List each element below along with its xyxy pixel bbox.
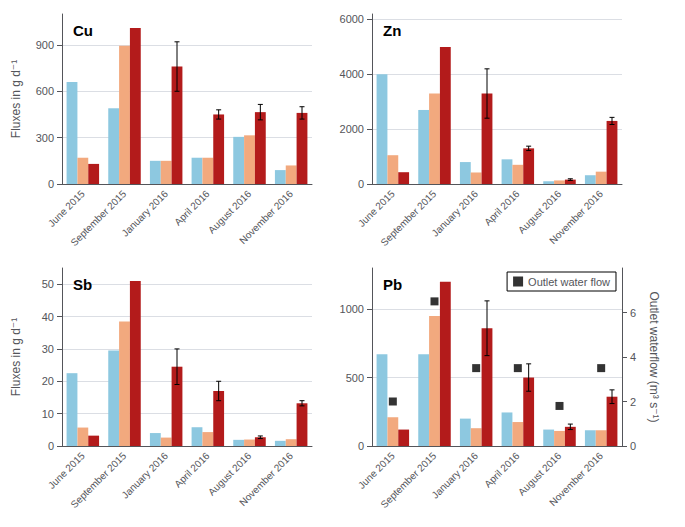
- svg-text:November 2016: November 2016: [237, 450, 295, 508]
- svg-text:Sb: Sb: [73, 276, 92, 293]
- svg-text:November 2016: November 2016: [547, 450, 605, 508]
- svg-text:0: 0: [358, 440, 364, 452]
- svg-text:April 2016: April 2016: [482, 450, 522, 490]
- svg-text:Pb: Pb: [383, 276, 402, 293]
- svg-text:April 2016: April 2016: [172, 450, 212, 490]
- svg-text:September 2015: September 2015: [68, 188, 128, 248]
- svg-text:August 2016: August 2016: [206, 188, 254, 236]
- svg-text:Outlet water flow: Outlet water flow: [528, 276, 610, 288]
- svg-text:Fluxes in g d⁻¹: Fluxes in g d⁻¹: [9, 60, 23, 138]
- svg-text:4: 4: [630, 351, 636, 363]
- svg-text:2000: 2000: [340, 123, 364, 135]
- svg-text:0: 0: [48, 178, 54, 190]
- svg-text:0: 0: [630, 440, 636, 452]
- svg-text:January 2016: January 2016: [429, 450, 480, 501]
- svg-text:September 2015: September 2015: [378, 188, 438, 248]
- svg-text:August 2016: August 2016: [516, 450, 564, 498]
- svg-text:September 2015: September 2015: [68, 450, 128, 510]
- svg-text:June 2015: June 2015: [356, 188, 397, 229]
- svg-text:January 2016: January 2016: [119, 450, 170, 501]
- svg-text:20: 20: [42, 375, 54, 387]
- svg-text:6000: 6000: [340, 13, 364, 25]
- svg-text:Cu: Cu: [73, 22, 93, 39]
- svg-text:Fluxes in g d⁻¹: Fluxes in g d⁻¹: [9, 318, 23, 396]
- svg-text:6: 6: [630, 307, 636, 319]
- svg-text:Outlet waterflow (m³ s⁻¹): Outlet waterflow (m³ s⁻¹): [647, 291, 661, 422]
- svg-text:30: 30: [42, 343, 54, 355]
- svg-text:June 2015: June 2015: [46, 188, 87, 229]
- svg-text:2: 2: [630, 396, 636, 408]
- svg-text:August 2016: August 2016: [516, 188, 564, 236]
- svg-text:300: 300: [36, 132, 54, 144]
- svg-text:500: 500: [346, 372, 364, 384]
- svg-text:10: 10: [42, 408, 54, 420]
- svg-text:0: 0: [48, 440, 54, 452]
- svg-text:April 2016: April 2016: [172, 188, 212, 228]
- svg-text:40: 40: [42, 311, 54, 323]
- svg-text:January 2016: January 2016: [119, 188, 170, 239]
- svg-text:4000: 4000: [340, 68, 364, 80]
- svg-text:November 2016: November 2016: [237, 188, 295, 246]
- svg-text:1000: 1000: [340, 303, 364, 315]
- svg-text:Zn: Zn: [383, 22, 401, 39]
- svg-text:June 2015: June 2015: [46, 450, 87, 491]
- svg-text:900: 900: [36, 39, 54, 51]
- svg-text:June 2015: June 2015: [356, 450, 397, 491]
- svg-text:0: 0: [358, 178, 364, 190]
- svg-text:April 2016: April 2016: [482, 188, 522, 228]
- svg-text:November 2016: November 2016: [547, 188, 605, 246]
- svg-text:600: 600: [36, 85, 54, 97]
- svg-text:50: 50: [42, 278, 54, 290]
- svg-text:August 2016: August 2016: [206, 450, 254, 498]
- svg-text:September 2015: September 2015: [378, 450, 438, 510]
- svg-text:January 2016: January 2016: [429, 188, 480, 239]
